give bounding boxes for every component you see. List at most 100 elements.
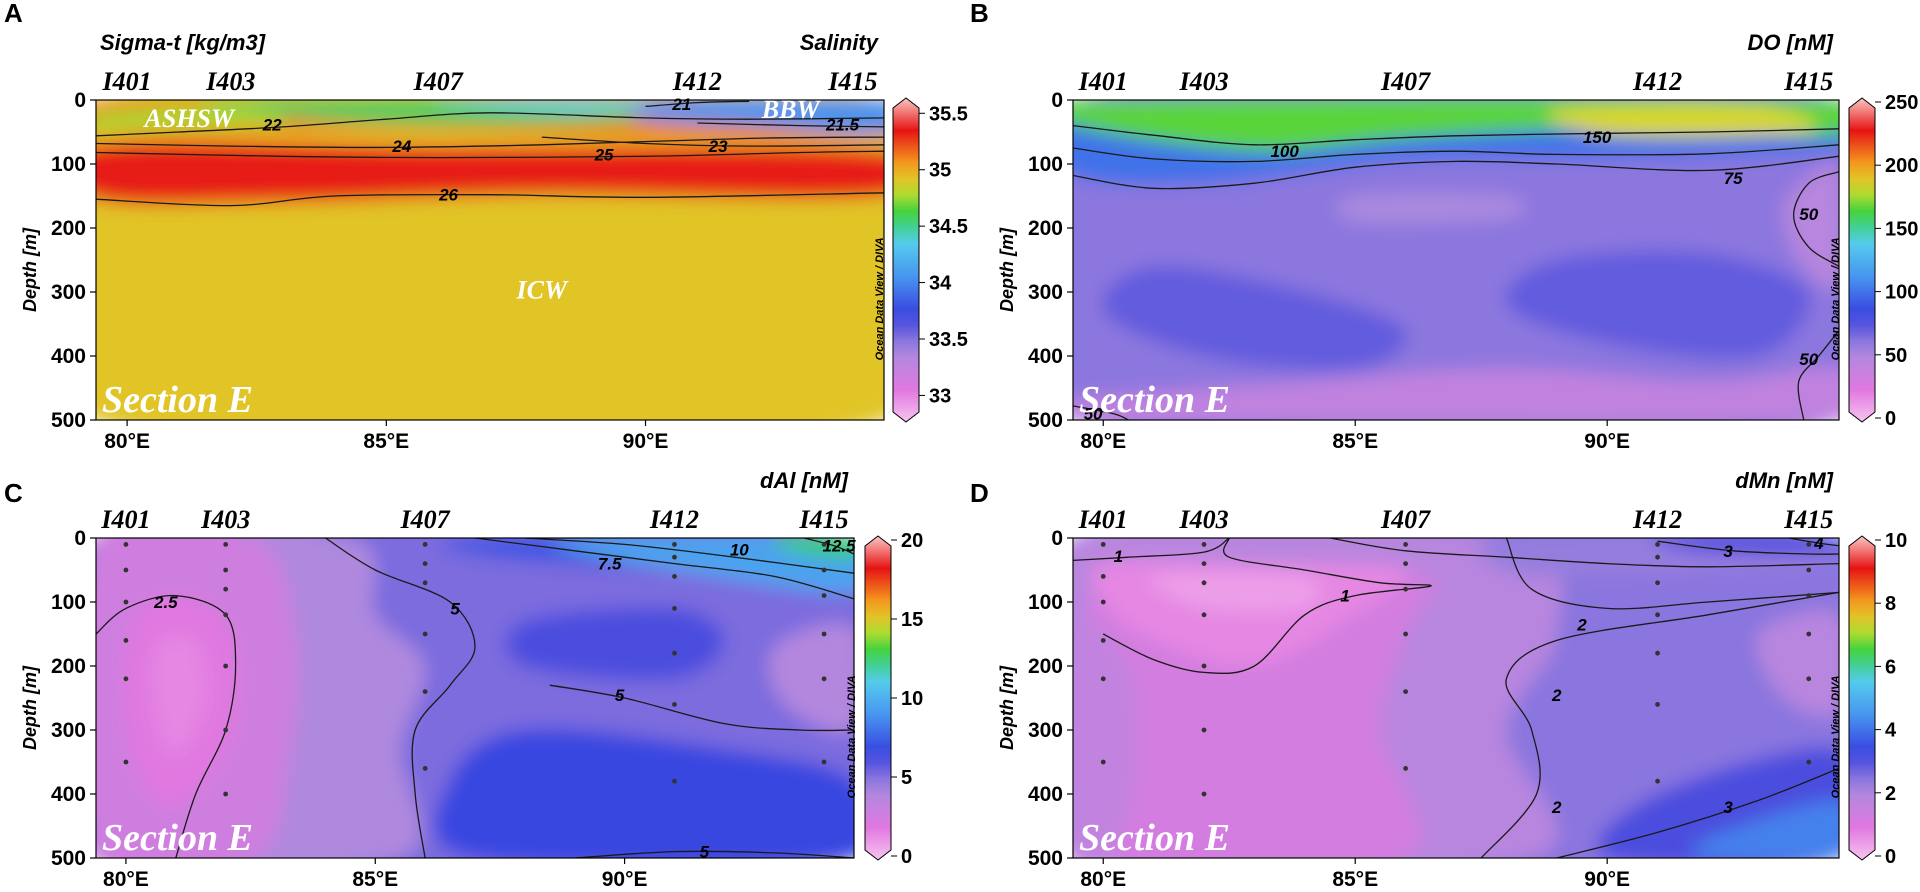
colorbar-tick-label: 0 [901, 846, 912, 868]
contour-5 [574, 850, 854, 858]
colorbar-tick-label: 34.5 [929, 216, 968, 238]
variable-title: DO [nM] [1747, 30, 1833, 55]
x-tick-label: 80°E [1080, 430, 1126, 453]
contour-100 [1073, 144, 1839, 163]
x-tick-label: 90°E [1584, 868, 1630, 891]
x-tick-label: 90°E [1584, 430, 1630, 453]
y-tick-label: 100 [51, 153, 86, 176]
water-mass-label: ASHSW [143, 104, 236, 133]
colorbar-tick-label: 150 [1885, 218, 1918, 240]
contour-label: 12.5 [822, 537, 856, 556]
station-i415: I415 [827, 67, 877, 96]
colorbar: 33 33.5 34 34.5 35 35.5 [892, 97, 968, 423]
sample-point [223, 586, 229, 592]
contour-label: 7.5 [598, 555, 622, 574]
contour-label: 75 [1724, 169, 1743, 188]
contour-label: 25 [594, 145, 614, 164]
value-region-4 [1336, 192, 1526, 224]
sample-point [1100, 599, 1106, 605]
contour-label: 150 [1583, 128, 1612, 147]
y-tick-label: 200 [51, 217, 86, 240]
value-region-4 [1149, 572, 1321, 613]
contour-label: 21.5 [825, 115, 860, 134]
colorbar-tick-label: 0 [1885, 846, 1896, 868]
sample-point [1403, 561, 1409, 566]
section-label: Section E [1079, 379, 1230, 421]
colorbar-tick-label: 10 [1885, 530, 1907, 552]
sample-point [1806, 759, 1812, 765]
sample-point [672, 778, 677, 784]
y-tick-label: 100 [1028, 153, 1063, 176]
value-region-4 [96, 106, 287, 131]
colorbar: 0 2 4 6 8 10 [1848, 530, 1907, 868]
contour-2 [1505, 538, 1839, 610]
sample-point [1403, 631, 1409, 637]
sample-point [223, 567, 229, 573]
contour-25 [96, 150, 884, 159]
sample-point [821, 567, 827, 573]
sample-point [1403, 586, 1409, 592]
contour-23 [541, 136, 884, 147]
contour-150 [1073, 124, 1839, 146]
plot-frame [1072, 99, 1840, 421]
value-region-4 [151, 634, 207, 756]
station-i415: I415 [1783, 67, 1833, 96]
odv-credit: Ocean Data View / DIVA [846, 675, 858, 798]
station-i401: I401 [1078, 505, 1128, 534]
panel-letter: B [970, 0, 989, 28]
sample-point [422, 766, 428, 771]
plot-frame [95, 99, 885, 421]
x-tick-label: 85°E [1332, 868, 1378, 891]
station-i415: I415 [799, 505, 849, 534]
y-tick-label: 200 [1028, 655, 1063, 678]
x-tick-label: 85°E [1332, 430, 1378, 453]
sample-point [821, 759, 827, 765]
sample-point [123, 542, 129, 547]
colorbar-tick-label: 250 [1885, 92, 1918, 114]
y-tick-label: 100 [51, 591, 86, 614]
contour-lines [1073, 538, 1839, 858]
y-tick-label: 400 [51, 783, 86, 806]
station-i401: I401 [100, 505, 150, 534]
plot-frame [95, 537, 855, 859]
contour-label: 2 [1551, 686, 1562, 705]
contour-2.5 [96, 594, 237, 858]
colorbar-ramp [1848, 535, 1876, 861]
colorbar-tick-label: 2 [1885, 783, 1896, 805]
sample-point [672, 606, 677, 611]
value-region-7 [768, 623, 854, 734]
variable-title: dMn [nM] [1735, 468, 1833, 493]
contour-lines [1073, 124, 1839, 420]
contour-label: 10 [730, 541, 749, 560]
sample-point [1201, 561, 1207, 566]
station-i407: I407 [400, 505, 451, 534]
sample-point [672, 554, 677, 560]
value-region-6 [506, 607, 725, 681]
colorbar-tick-label: 50 [1885, 345, 1907, 367]
colorbar-tick-label: 20 [901, 530, 923, 552]
colorbar: 0 50 100 150 200 250 [1848, 92, 1918, 430]
contour-21.5 [697, 122, 884, 128]
x-tick-label: 90°E [623, 430, 669, 453]
variable-title: dAl [nM] [760, 468, 849, 493]
value-region-7 [1691, 800, 1839, 858]
contour-label: 50 [1799, 205, 1818, 224]
sample-point [223, 727, 229, 733]
sample-point [1655, 554, 1660, 560]
value-region-1 [1073, 367, 1839, 420]
sample-point [1100, 542, 1106, 547]
sample-point [821, 593, 827, 598]
sample-point [672, 702, 677, 707]
value-region-9 [549, 538, 854, 594]
colour-field [96, 538, 854, 858]
contour-7.5 [474, 538, 854, 600]
station-i401: I401 [102, 67, 152, 96]
panel-a: A Sigma-t [kg/m3] Salinity 22 24 25 23 26 21.5 21… [4, 0, 968, 453]
value-region-5 [1783, 162, 1839, 290]
odv-credit: Ocean Data View / DIVA [1830, 237, 1842, 360]
sample-point [1806, 567, 1812, 573]
x-tick-label: 80°E [104, 430, 150, 453]
sample-point [672, 650, 677, 656]
